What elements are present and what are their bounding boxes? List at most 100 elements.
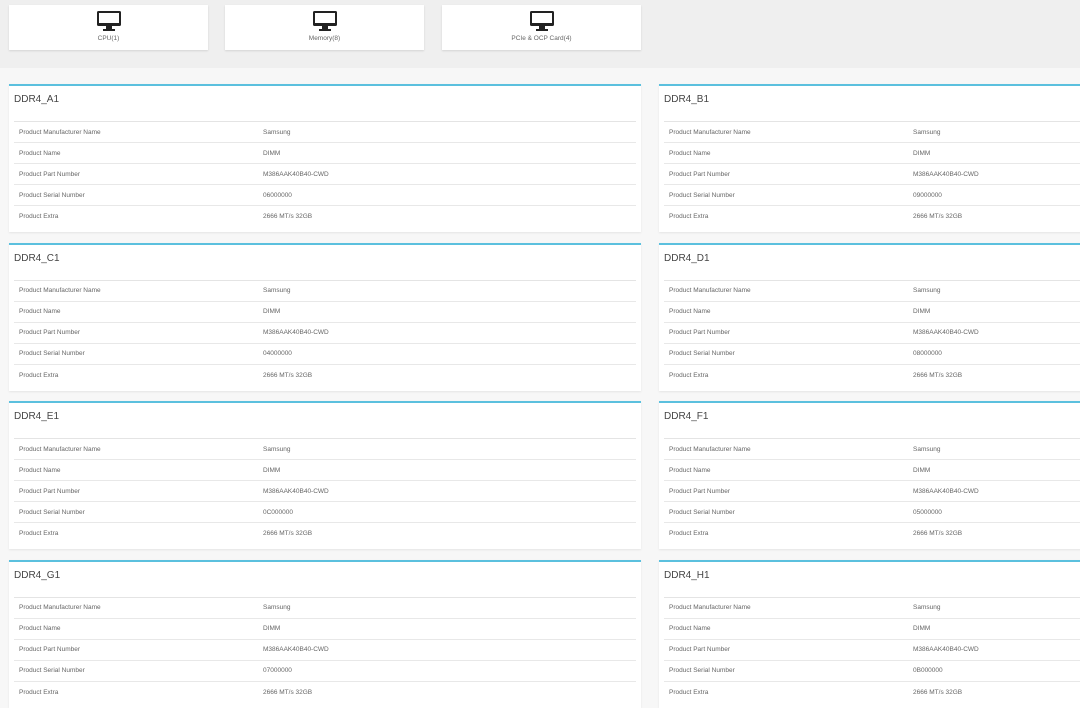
memory-module-panel: DDR4_A1 Product Manufacturer Name Samsung P… bbox=[9, 84, 641, 232]
field-value: Samsung bbox=[263, 287, 291, 294]
field-label: Product Serial Number bbox=[19, 191, 85, 199]
memory-module-panel: DDR4_C1 Product Manufacturer Name Samsung P… bbox=[9, 242, 641, 391]
field-label: Product Serial Number bbox=[669, 508, 735, 516]
table-row: Product Serial Number 06000000 bbox=[14, 185, 636, 206]
field-label: Product Extra bbox=[19, 688, 59, 696]
field-value: 2666 MT/s 32GB bbox=[263, 371, 313, 379]
table-row: Product Name DIMM bbox=[14, 302, 636, 323]
field-label: Product Extra bbox=[669, 213, 709, 220]
field-value: M386AAK40B40-CWD bbox=[263, 170, 329, 178]
table-row: Product Serial Number 07000000 bbox=[14, 661, 636, 682]
table-row: Product Extra 2666 MT/s 32GB bbox=[14, 365, 636, 386]
table-row: Product Extra 2666 MT/s 32GB bbox=[664, 206, 1080, 227]
field-label: Product Manufacturer Name bbox=[669, 287, 751, 294]
module-info-table: Product Manufacturer Name Samsung Product … bbox=[664, 596, 1080, 703]
field-value: M386AAK40B40-CWD bbox=[913, 646, 979, 653]
table-row: Product Part Number M386AAK40B40-CWD bbox=[14, 164, 636, 185]
module-info-table: Product Manufacturer Name Samsung Product … bbox=[14, 121, 636, 227]
table-row: Product Part Number M386AAK40B40-CWD bbox=[14, 481, 636, 502]
field-label: Product Extra bbox=[669, 371, 709, 379]
table-row: Product Serial Number 04000000 bbox=[14, 344, 636, 365]
field-value: M386AAK40B40-CWD bbox=[913, 487, 979, 495]
field-value: 2666 MT/s 32GB bbox=[913, 688, 963, 696]
table-row: Product Extra 2666 MT/s 32GB bbox=[14, 206, 636, 227]
field-value: 2666 MT/s 32GB bbox=[263, 213, 313, 220]
field-label: Product Name bbox=[669, 308, 711, 315]
panel-title: DDR4_B1 bbox=[664, 94, 710, 105]
table-row: Product Name DIMM bbox=[14, 619, 636, 640]
field-value: Samsung bbox=[263, 128, 291, 136]
table-row: Product Manufacturer Name Samsung bbox=[14, 122, 636, 143]
field-value: 2666 MT/s 32GB bbox=[263, 530, 313, 537]
module-info-table: Product Manufacturer Name Samsung Product … bbox=[664, 438, 1080, 544]
field-label: Product Part Number bbox=[669, 646, 731, 653]
table-row: Product Extra 2666 MT/s 32GB bbox=[664, 365, 1080, 386]
field-value: DIMM bbox=[263, 149, 281, 157]
field-value: DIMM bbox=[263, 625, 281, 632]
field-label: Product Manufacturer Name bbox=[669, 445, 751, 453]
field-label: Product Manufacturer Name bbox=[669, 128, 751, 136]
table-row: Product Name DIMM bbox=[664, 302, 1080, 323]
field-value: Samsung bbox=[263, 604, 291, 611]
field-label: Product Serial Number bbox=[669, 191, 735, 199]
table-row: Product Name DIMM bbox=[14, 460, 636, 481]
field-value: M386AAK40B40-CWD bbox=[913, 329, 979, 336]
field-value: M386AAK40B40-CWD bbox=[913, 170, 979, 178]
field-value: M386AAK40B40-CWD bbox=[263, 329, 329, 336]
field-label: Product Name bbox=[19, 625, 61, 632]
field-value: DIMM bbox=[263, 466, 281, 474]
field-label: Product Name bbox=[19, 466, 61, 474]
table-row: Product Extra 2666 MT/s 32GB bbox=[664, 523, 1080, 544]
module-info-table: Product Manufacturer Name Samsung Product … bbox=[14, 438, 636, 544]
table-row: Product Part Number M386AAK40B40-CWD bbox=[664, 323, 1080, 344]
table-row: Product Manufacturer Name Samsung bbox=[664, 439, 1080, 460]
field-label: Product Serial Number bbox=[19, 667, 85, 674]
field-label: Product Manufacturer Name bbox=[19, 445, 101, 453]
field-label: Product Name bbox=[669, 466, 711, 474]
field-label: Product Extra bbox=[669, 688, 709, 696]
nav-card-label: CPU(1) bbox=[97, 35, 120, 42]
table-row: Product Name DIMM bbox=[14, 143, 636, 164]
table-row: Product Extra 2666 MT/s 32GB bbox=[14, 682, 636, 703]
field-value: Samsung bbox=[913, 128, 941, 136]
field-value: 09000000 bbox=[913, 191, 942, 199]
table-row: Product Extra 2666 MT/s 32GB bbox=[14, 523, 636, 544]
field-value: Samsung bbox=[913, 604, 941, 611]
field-value: 07000000 bbox=[263, 667, 292, 674]
table-row: Product Part Number M386AAK40B40-CWD bbox=[664, 481, 1080, 502]
table-row: Product Manufacturer Name Samsung bbox=[14, 281, 636, 302]
field-value: 08000000 bbox=[913, 350, 942, 357]
field-value: Samsung bbox=[263, 445, 291, 453]
nav-card-pcie[interactable]: PCIe & OCP Card(4) bbox=[442, 5, 641, 50]
table-row: Product Serial Number 05000000 bbox=[664, 502, 1080, 523]
panel-title: DDR4_F1 bbox=[664, 411, 709, 422]
field-label: Product Name bbox=[669, 625, 711, 632]
memory-module-panel: DDR4_H1 Product Manufacturer Name Samsung P… bbox=[659, 559, 1080, 708]
field-value: 06000000 bbox=[263, 191, 292, 199]
panel-title: DDR4_H1 bbox=[664, 569, 710, 581]
panel-title: DDR4_G1 bbox=[14, 569, 61, 581]
field-value: 2666 MT/s 32GB bbox=[913, 213, 963, 220]
field-label: Product Extra bbox=[19, 530, 59, 537]
field-value: 04000000 bbox=[263, 350, 292, 357]
module-info-table: Product Manufacturer Name Samsung Product … bbox=[664, 279, 1080, 386]
table-row: Product Manufacturer Name Samsung bbox=[664, 122, 1080, 143]
field-label: Product Serial Number bbox=[19, 350, 85, 357]
table-row: Product Part Number M386AAK40B40-CWD bbox=[14, 640, 636, 661]
nav-card-cpu[interactable]: CPU(1) bbox=[9, 5, 208, 50]
table-row: Product Manufacturer Name Samsung bbox=[14, 439, 636, 460]
monitor-icon bbox=[225, 10, 424, 32]
field-label: Product Part Number bbox=[669, 329, 731, 336]
memory-module-panel: DDR4_G1 Product Manufacturer Name Samsung P… bbox=[9, 559, 641, 708]
table-row: Product Manufacturer Name Samsung bbox=[664, 598, 1080, 619]
module-info-table: Product Manufacturer Name Samsung Product … bbox=[14, 596, 636, 703]
field-value: M386AAK40B40-CWD bbox=[263, 487, 329, 495]
table-row: Product Part Number M386AAK40B40-CWD bbox=[664, 640, 1080, 661]
memory-module-panel: DDR4_F1 Product Manufacturer Name Samsung P… bbox=[659, 401, 1080, 549]
nav-card-memory[interactable]: Memory(8) bbox=[225, 5, 424, 50]
table-row: Product Extra 2666 MT/s 32GB bbox=[664, 682, 1080, 703]
monitor-icon bbox=[442, 10, 641, 32]
field-value: Samsung bbox=[913, 445, 941, 453]
panel-title: DDR4_D1 bbox=[664, 252, 710, 264]
field-label: Product Part Number bbox=[669, 170, 731, 178]
